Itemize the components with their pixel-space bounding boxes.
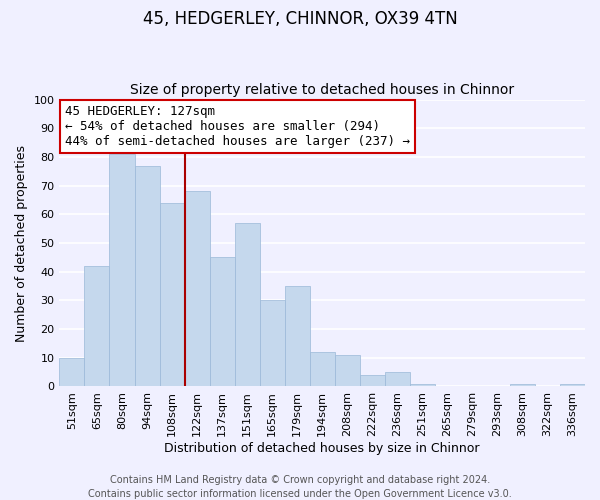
Title: Size of property relative to detached houses in Chinnor: Size of property relative to detached ho… — [130, 83, 514, 97]
Bar — [160, 203, 185, 386]
Bar — [385, 372, 410, 386]
Bar — [59, 358, 85, 386]
Bar — [260, 300, 284, 386]
Bar — [360, 375, 385, 386]
Bar — [310, 352, 335, 386]
Bar — [134, 166, 160, 386]
Text: 45, HEDGERLEY, CHINNOR, OX39 4TN: 45, HEDGERLEY, CHINNOR, OX39 4TN — [143, 10, 457, 28]
Bar — [510, 384, 535, 386]
Bar — [185, 192, 209, 386]
Bar — [209, 258, 235, 386]
Bar — [560, 384, 585, 386]
Text: 45 HEDGERLEY: 127sqm
← 54% of detached houses are smaller (294)
44% of semi-deta: 45 HEDGERLEY: 127sqm ← 54% of detached h… — [65, 106, 410, 148]
Bar — [85, 266, 109, 386]
Text: Contains HM Land Registry data © Crown copyright and database right 2024.
Contai: Contains HM Land Registry data © Crown c… — [88, 475, 512, 499]
Bar — [235, 223, 260, 386]
Bar — [335, 355, 360, 386]
Bar — [410, 384, 435, 386]
Y-axis label: Number of detached properties: Number of detached properties — [15, 144, 28, 342]
X-axis label: Distribution of detached houses by size in Chinnor: Distribution of detached houses by size … — [164, 442, 480, 455]
Bar — [284, 286, 310, 386]
Bar — [109, 154, 134, 386]
